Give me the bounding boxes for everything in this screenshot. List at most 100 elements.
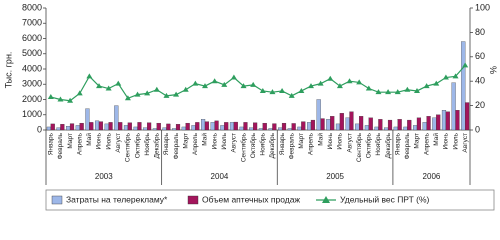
group-label: 2004: [211, 172, 229, 181]
x-tick-label: Ноябрь: [374, 132, 382, 155]
x-tick-label: Июль: [221, 132, 228, 149]
bar: [445, 111, 450, 131]
bar: [451, 82, 456, 131]
x-tick-label: Март: [67, 133, 74, 149]
line-marker: [47, 94, 54, 100]
legend-box: [45, 189, 495, 211]
x-tick-label: Декабрь: [153, 132, 161, 158]
line-marker: [182, 86, 189, 92]
bar: [330, 116, 335, 131]
bar: [118, 122, 123, 131]
bar: [204, 121, 210, 131]
bar: [359, 116, 364, 131]
line-marker: [221, 81, 228, 87]
y-tick-label: 4000: [22, 63, 42, 73]
x-tick-label: Август: [231, 133, 238, 153]
bar: [243, 122, 248, 131]
line-marker: [404, 86, 411, 92]
x-tick-label: Октябрь: [365, 132, 373, 158]
line-marker: [211, 78, 218, 84]
line-marker: [394, 89, 401, 95]
bar: [195, 122, 200, 131]
bar: [310, 119, 316, 131]
line-marker: [134, 91, 141, 97]
y-tick-label: 0: [37, 124, 42, 134]
x-tick-label: Июнь: [443, 132, 450, 149]
x-tick-label: Февраль: [288, 132, 295, 159]
bar: [461, 41, 466, 131]
bar: [214, 120, 219, 131]
x-tick-label: Февраль: [404, 132, 411, 159]
line-marker: [452, 73, 459, 79]
bar: [384, 127, 389, 131]
legend-swatch: [187, 195, 199, 205]
line-marker: [385, 89, 392, 95]
bar: [60, 124, 65, 131]
bar: [291, 123, 296, 131]
x-tick-label: Август: [346, 133, 353, 153]
bar: [224, 122, 229, 131]
line-marker: [57, 96, 64, 102]
bar: [123, 125, 129, 131]
bar: [262, 122, 267, 131]
y2-tick-label: 0: [475, 124, 480, 134]
bar: [162, 127, 167, 131]
x-tick-label: Август: [462, 133, 469, 153]
x-tick-label: Январь: [48, 132, 55, 155]
bar: [374, 126, 379, 131]
bar: [339, 113, 344, 131]
x-tick-label: Февраль: [173, 132, 180, 159]
bar: [320, 118, 325, 131]
bar: [233, 121, 238, 131]
line-marker: [269, 89, 276, 95]
bar: [249, 127, 254, 131]
bar: [268, 128, 273, 131]
x-tick-label: Июнь: [211, 132, 218, 149]
line-marker: [202, 83, 208, 89]
x-tick-label: Февраль: [57, 132, 64, 159]
bar: [345, 117, 350, 131]
bar: [200, 119, 206, 131]
bar: [152, 128, 157, 131]
bar: [108, 122, 113, 131]
x-tick-label: Апрель: [192, 132, 199, 155]
x-tick-label: Апрель: [308, 132, 315, 155]
y-tick-label: 8000: [22, 2, 42, 12]
y2-axis-label: %: [488, 66, 498, 74]
bar: [181, 126, 186, 131]
line-marker: [115, 80, 122, 86]
y-tick-label: 7000: [22, 18, 42, 28]
bar: [378, 119, 383, 131]
bar: [412, 125, 418, 131]
line-marker: [433, 80, 440, 86]
bar: [127, 122, 132, 131]
bar: [66, 126, 71, 131]
line-marker: [153, 86, 160, 92]
bar: [253, 122, 258, 131]
bar: [104, 123, 109, 131]
bar: [426, 116, 431, 131]
y-tick-label: 1000: [22, 109, 42, 119]
x-tick-label: Март: [182, 133, 189, 149]
y-tick-label: 6000: [22, 33, 42, 43]
bar: [69, 123, 75, 131]
line-marker: [298, 87, 305, 93]
bar: [287, 128, 292, 131]
bar: [191, 125, 196, 131]
bar: [441, 110, 447, 131]
bar: [156, 122, 161, 131]
x-tick-label: Декабрь: [384, 132, 392, 158]
line-marker: [288, 92, 295, 98]
y-tick-label: 5000: [22, 48, 42, 58]
line-marker: [230, 74, 237, 80]
line-marker: [250, 81, 257, 87]
line-marker: [96, 83, 102, 89]
bar: [349, 111, 354, 131]
x-tick-label: Август: [115, 133, 122, 153]
bar: [258, 128, 263, 131]
bar: [301, 121, 306, 131]
line-marker: [240, 83, 247, 89]
bar: [50, 123, 55, 131]
bar: [89, 122, 94, 131]
bar: [306, 122, 312, 131]
